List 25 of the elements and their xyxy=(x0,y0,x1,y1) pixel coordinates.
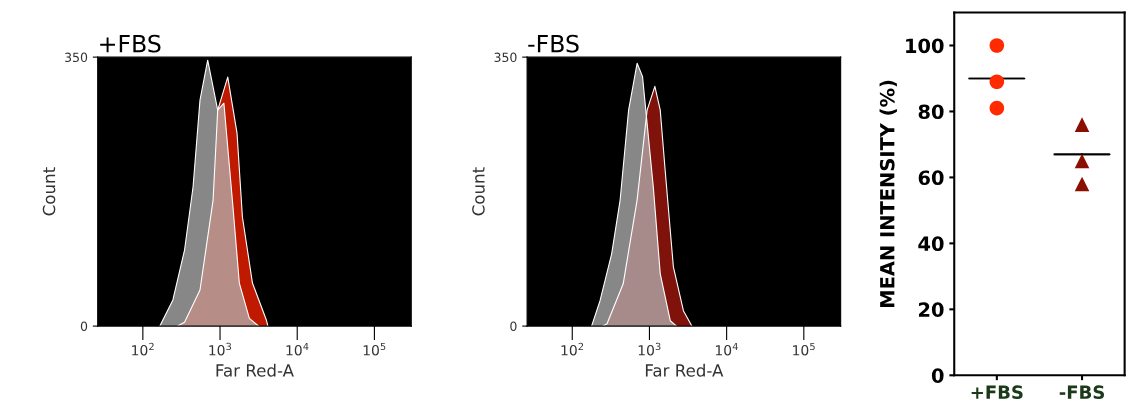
x-axis-title: Far Red-A xyxy=(216,363,294,377)
x-tick-label: 10$^{5}$ xyxy=(363,342,386,356)
y-tick-label: 80 xyxy=(918,104,944,120)
y-axis-title: MEAN INTENSITY (%) xyxy=(879,80,897,307)
y-tick-label: 0 xyxy=(510,321,517,332)
x-tick-label: 10$^{3}$ xyxy=(209,342,232,356)
y-tick-label: 0 xyxy=(80,321,88,332)
chart-title: +FBS xyxy=(100,34,161,53)
y-axis-title: Count xyxy=(42,167,56,216)
y-tick-label: 40 xyxy=(918,236,944,252)
x-tick-label: 10$^{3}$ xyxy=(638,342,661,356)
y-tick-label: 0 xyxy=(931,368,944,383)
x-tick-label: 10$^{4}$ xyxy=(286,342,309,356)
chart-title: -FBS xyxy=(528,34,579,53)
x-tick-label: 10$^{5}$ xyxy=(793,342,815,356)
x-axis-title: Far Red-A xyxy=(645,363,724,377)
x-tick-label: 10$^{2}$ xyxy=(561,342,584,356)
y-axis-title: Count xyxy=(472,167,485,216)
y-tick-label: 100 xyxy=(906,38,944,54)
y-tick-label: 350 xyxy=(65,52,88,63)
x-tick-label: 10$^{4}$ xyxy=(715,342,738,356)
y-tick-label: 60 xyxy=(918,170,944,186)
x-tick-label: 10$^{2}$ xyxy=(132,342,154,356)
y-tick-label: 350 xyxy=(494,52,517,63)
y-tick-label: 20 xyxy=(919,302,944,317)
